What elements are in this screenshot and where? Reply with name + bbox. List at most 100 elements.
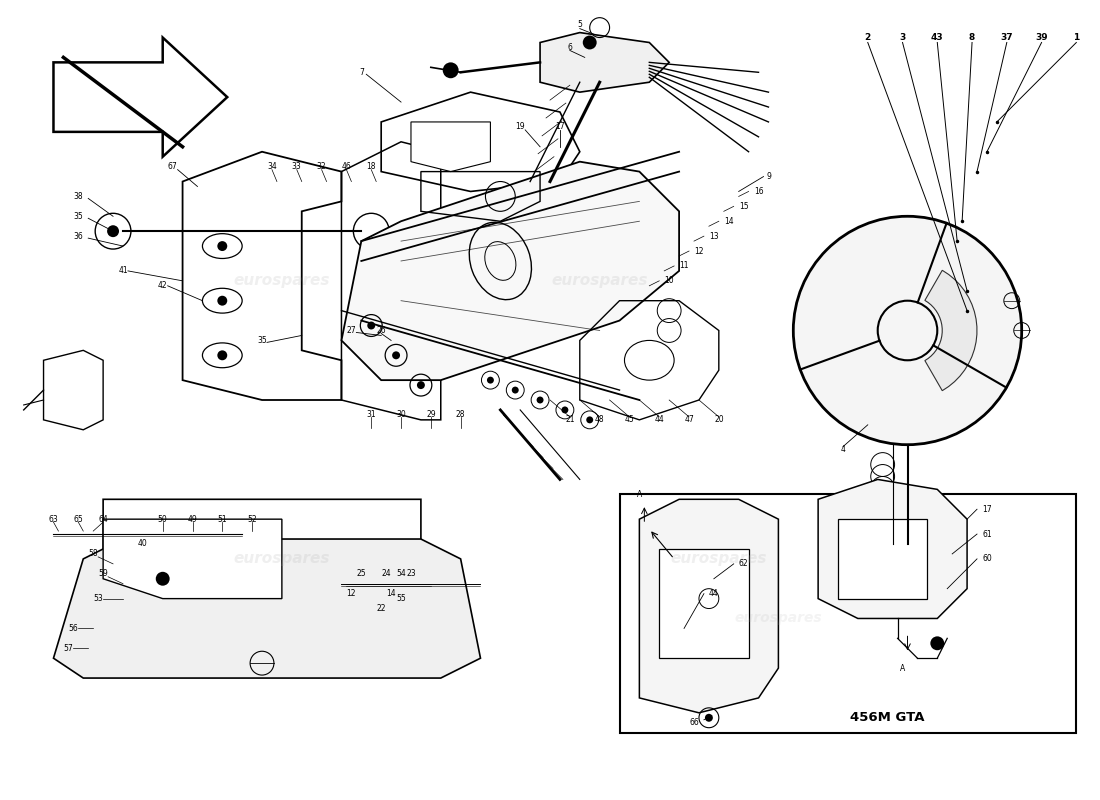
Text: 45: 45	[625, 415, 635, 424]
Text: 6: 6	[568, 43, 572, 52]
Circle shape	[442, 62, 459, 78]
Text: 67: 67	[168, 162, 177, 171]
Text: 32: 32	[317, 162, 327, 171]
Circle shape	[705, 714, 713, 722]
Text: 53: 53	[94, 594, 103, 603]
Text: 34: 34	[267, 162, 277, 171]
Text: 64: 64	[98, 514, 108, 524]
Text: 22: 22	[376, 604, 386, 613]
Circle shape	[156, 572, 169, 586]
Bar	[838, 519, 927, 598]
Text: 40: 40	[138, 539, 147, 549]
Text: 19: 19	[516, 122, 525, 131]
Text: 43: 43	[931, 33, 944, 42]
Circle shape	[931, 636, 944, 650]
Text: 11: 11	[680, 262, 689, 270]
Text: eurospares: eurospares	[551, 274, 648, 288]
Text: 58: 58	[88, 550, 98, 558]
Text: 14: 14	[724, 217, 734, 226]
Text: 57: 57	[64, 644, 74, 653]
Text: 41: 41	[118, 266, 128, 275]
Text: 31: 31	[366, 410, 376, 419]
Text: 21: 21	[565, 415, 574, 424]
Text: 44: 44	[710, 589, 718, 598]
Text: 61: 61	[982, 530, 992, 538]
Text: 9: 9	[766, 172, 771, 181]
Text: 35: 35	[257, 336, 267, 345]
Text: 1: 1	[1074, 33, 1079, 42]
Text: 33: 33	[292, 162, 301, 171]
Text: 49: 49	[188, 514, 197, 524]
Circle shape	[561, 406, 569, 414]
Circle shape	[218, 241, 228, 251]
Text: 25: 25	[356, 570, 366, 578]
Text: 20: 20	[714, 415, 724, 424]
Text: 2: 2	[865, 33, 871, 42]
Text: 27: 27	[346, 326, 356, 335]
Text: 456M GTA: 456M GTA	[850, 711, 925, 724]
Circle shape	[218, 296, 228, 306]
Circle shape	[107, 226, 119, 237]
Text: 46: 46	[341, 162, 351, 171]
Text: 12: 12	[694, 246, 704, 255]
Circle shape	[586, 416, 593, 423]
Text: A: A	[900, 664, 905, 673]
Polygon shape	[639, 499, 779, 713]
Text: 30: 30	[396, 410, 406, 419]
Text: 16: 16	[754, 187, 763, 196]
Polygon shape	[54, 539, 481, 678]
Text: 24: 24	[382, 570, 390, 578]
Text: 44: 44	[654, 415, 664, 424]
Text: eurospares: eurospares	[735, 611, 822, 626]
Text: 65: 65	[74, 514, 84, 524]
Text: eurospares: eurospares	[233, 274, 330, 288]
Text: 15: 15	[739, 202, 748, 211]
Text: 50: 50	[157, 514, 167, 524]
Circle shape	[367, 322, 375, 330]
Text: 17: 17	[556, 122, 564, 131]
Text: A: A	[637, 490, 642, 499]
Text: 48: 48	[595, 415, 605, 424]
Circle shape	[417, 381, 425, 389]
Text: eurospares: eurospares	[671, 551, 767, 566]
Text: 56: 56	[68, 624, 78, 633]
Text: 54: 54	[396, 570, 406, 578]
Text: 55: 55	[396, 594, 406, 603]
Text: 28: 28	[455, 410, 465, 419]
Text: 52: 52	[248, 514, 257, 524]
Text: 60: 60	[982, 554, 992, 563]
Text: 17: 17	[982, 505, 992, 514]
Text: eurospares: eurospares	[233, 551, 330, 566]
Text: 12: 12	[346, 589, 356, 598]
Bar	[659, 549, 749, 658]
Circle shape	[392, 351, 400, 359]
Circle shape	[537, 397, 543, 403]
Polygon shape	[818, 479, 967, 618]
Text: 5: 5	[578, 20, 582, 29]
Polygon shape	[103, 519, 282, 598]
Text: 23: 23	[406, 570, 416, 578]
Text: 8: 8	[969, 33, 976, 42]
Text: 13: 13	[710, 232, 718, 241]
Polygon shape	[411, 122, 491, 171]
Text: 47: 47	[684, 415, 694, 424]
Text: 66: 66	[690, 718, 698, 727]
Circle shape	[583, 35, 596, 50]
Text: 38: 38	[74, 192, 84, 201]
Circle shape	[487, 377, 494, 384]
Text: 37: 37	[1001, 33, 1013, 42]
Text: 62: 62	[739, 559, 748, 568]
Text: 39: 39	[1035, 33, 1048, 42]
Bar	[619, 494, 1076, 733]
Text: 29: 29	[426, 410, 436, 419]
Polygon shape	[341, 162, 679, 380]
Text: 63: 63	[48, 514, 58, 524]
Text: 18: 18	[366, 162, 376, 171]
Text: 42: 42	[158, 282, 167, 290]
Text: 3: 3	[900, 33, 905, 42]
Polygon shape	[54, 38, 228, 157]
Text: 36: 36	[74, 232, 84, 241]
Text: 35: 35	[74, 212, 84, 221]
Text: 4: 4	[840, 445, 846, 454]
Circle shape	[793, 216, 1022, 445]
